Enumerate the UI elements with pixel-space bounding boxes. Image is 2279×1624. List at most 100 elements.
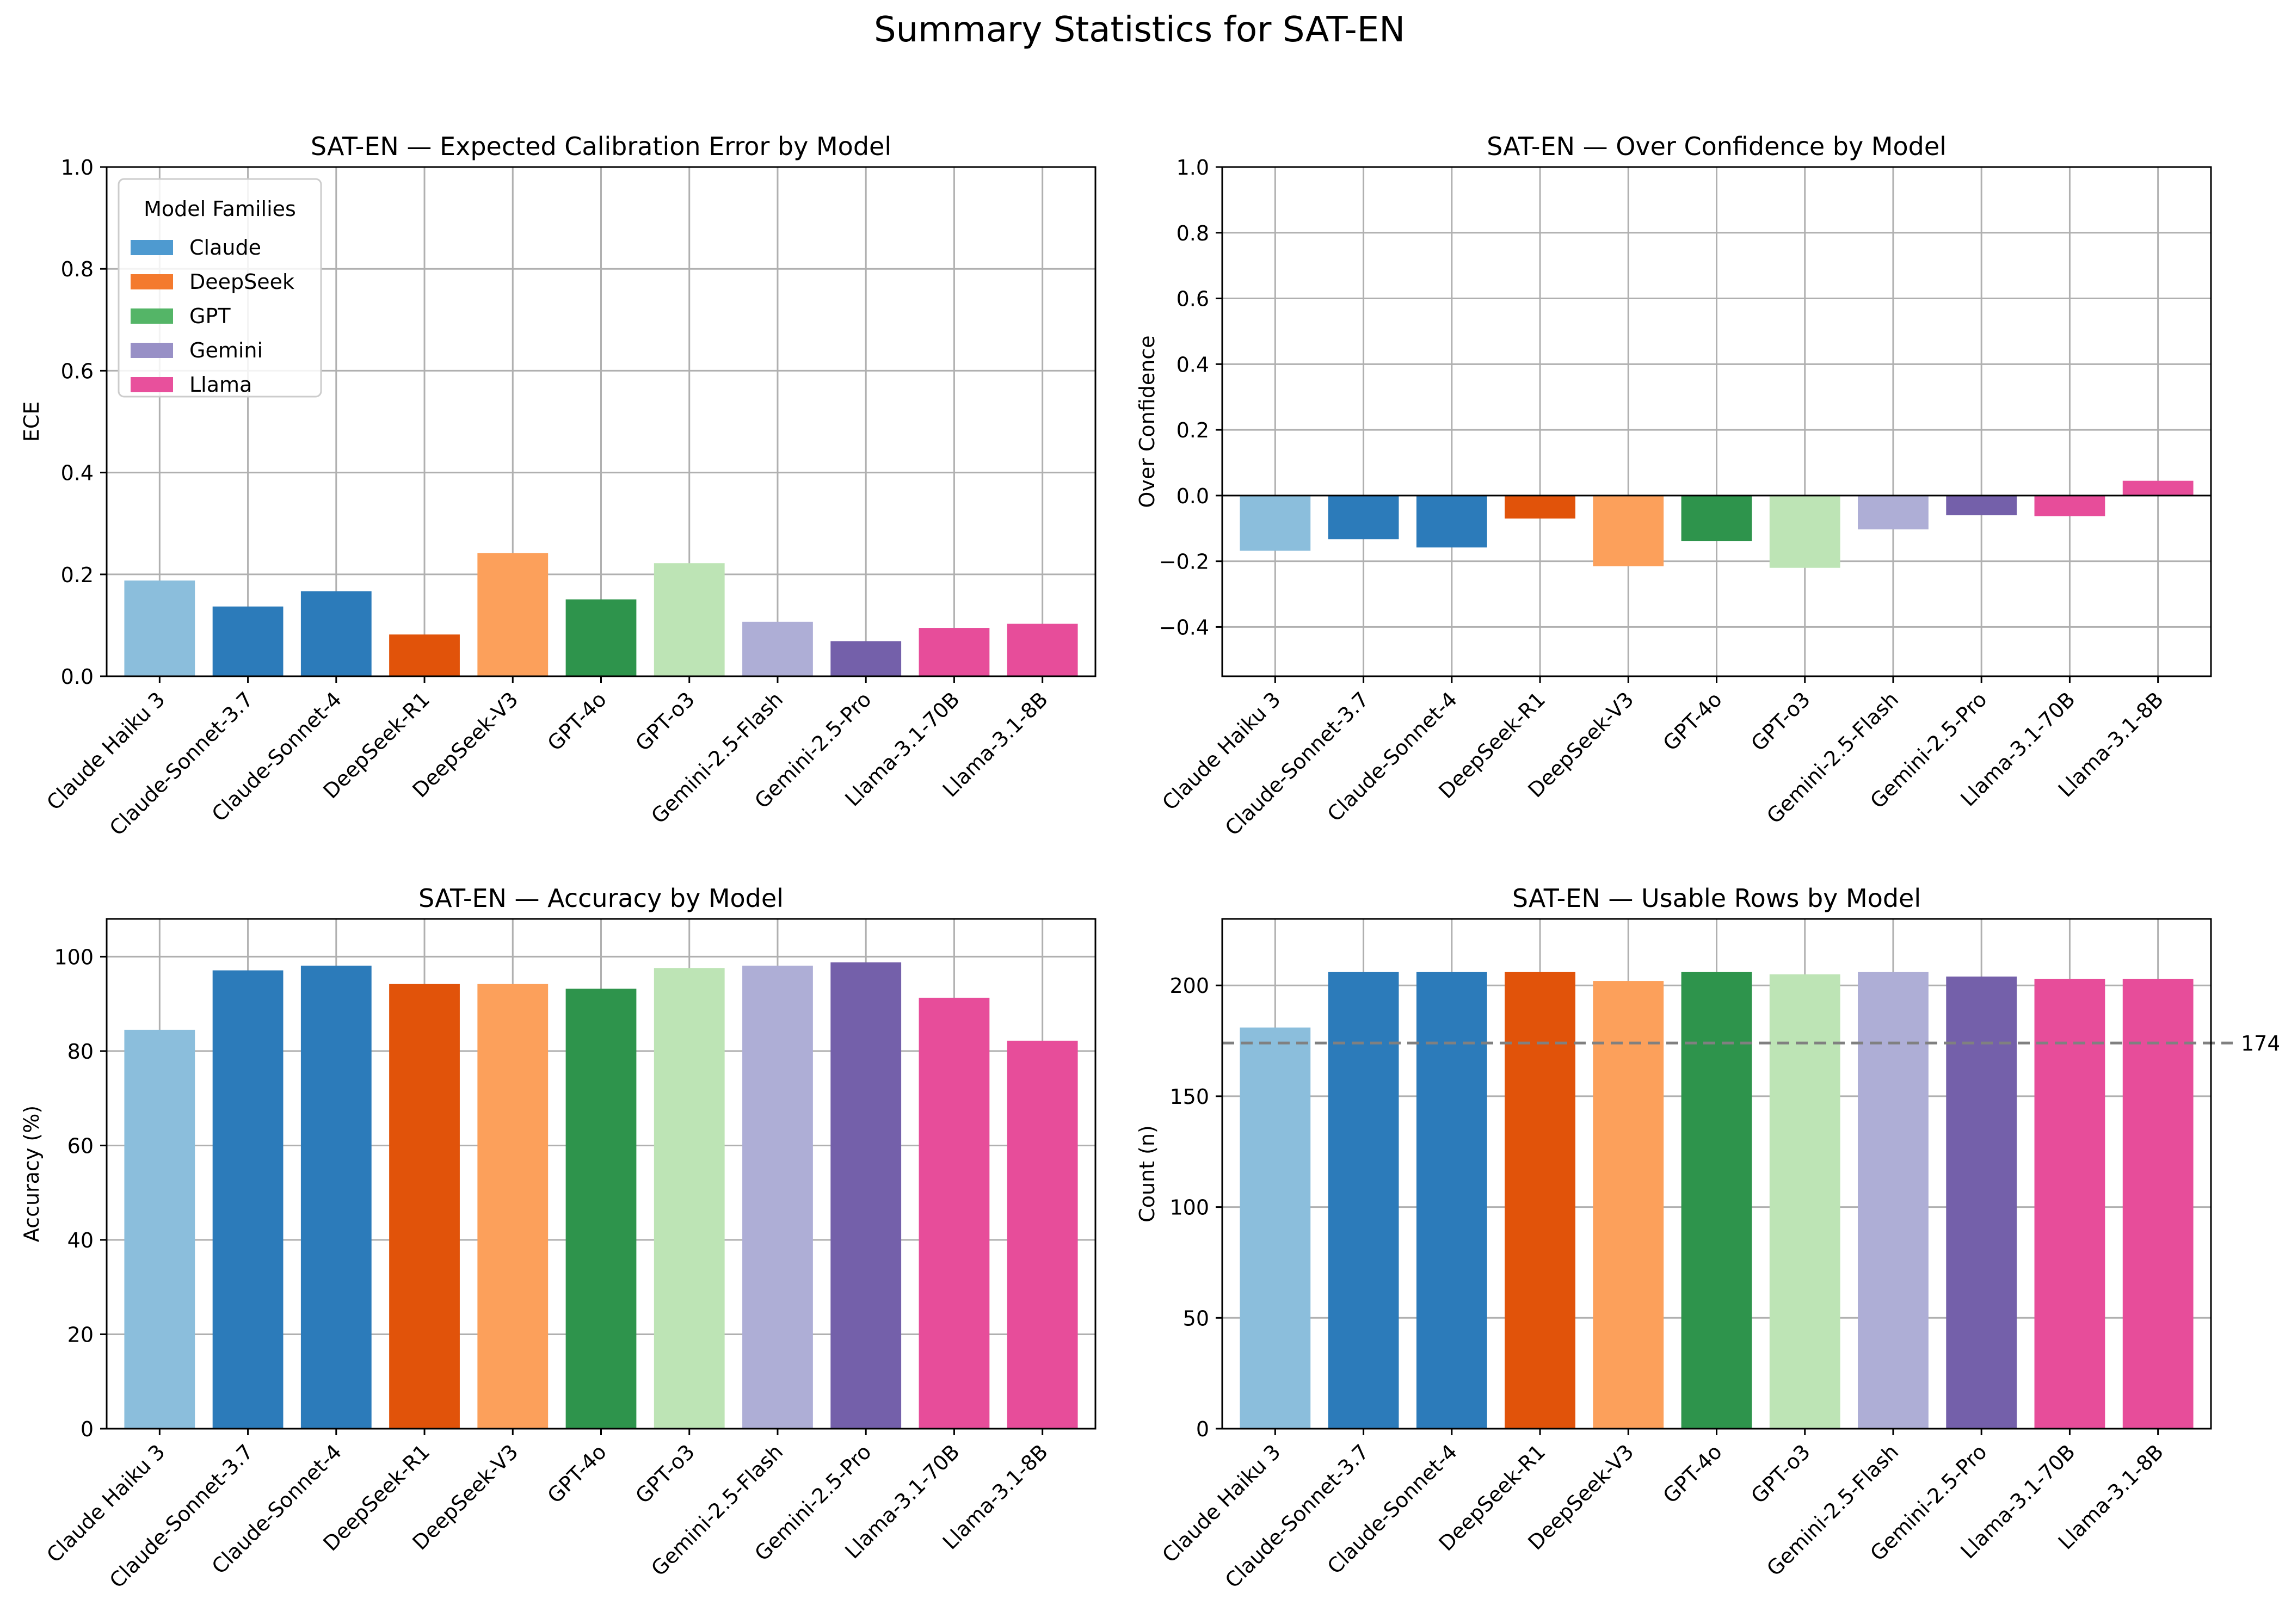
legend-swatch-claude (131, 240, 173, 255)
legend-swatch-gemini (131, 343, 173, 358)
bar-deepseek-r1 (1505, 972, 1575, 1429)
bar-claude-sonnet-3-7 (212, 970, 284, 1429)
legend-label-deepseek: DeepSeek (189, 270, 294, 294)
x-tick-label: GPT-4o (1659, 687, 1727, 755)
bar-claude-sonnet-4 (300, 591, 372, 676)
legend-label-gpt: GPT (189, 304, 231, 328)
bar-gemini-2-5-flash (1858, 495, 1929, 530)
x-tick-label: GPT-o3 (1746, 1440, 1815, 1508)
reference-line-label: 174 (2241, 1032, 2279, 1055)
x-tick-label: GPT-4o (543, 687, 611, 755)
bar-gemini-2-5-pro (1946, 976, 2017, 1429)
bar-gemini-2-5-pro (830, 962, 902, 1429)
y-tick-label: −0.2 (1159, 550, 1209, 574)
legend-label-llama: Llama (189, 373, 252, 397)
legend-swatch-llama (131, 377, 173, 392)
bar-gpt-4o (565, 989, 637, 1429)
bar-claude-haiku-3 (124, 581, 195, 676)
bar-gpt-o3 (654, 563, 725, 676)
y-tick-label: 100 (1169, 1196, 1209, 1220)
y-axis-label: ECE (20, 402, 44, 442)
y-tick-label: −0.4 (1159, 615, 1209, 639)
bar-claude-haiku-3 (1240, 1027, 1311, 1429)
legend: Model Families Claude DeepSeek GPT Gemini Lla… (118, 178, 322, 398)
y-tick-label: 80 (67, 1040, 94, 1064)
x-tick-label: Claude-Sonnet-3.7 (1221, 1440, 1373, 1592)
x-tick-label: GPT-o3 (631, 687, 699, 756)
y-tick-label: 1.0 (61, 156, 94, 180)
y-tick-label: 0 (1196, 1417, 1209, 1441)
y-axis-label: Accuracy (%) (20, 1106, 44, 1242)
bar-claude-haiku-3 (1240, 495, 1311, 551)
y-tick-label: 1.0 (1177, 156, 1209, 180)
x-tick-label: Claude-Sonnet-3.7 (1221, 687, 1373, 840)
legend-label-claude: Claude (189, 236, 261, 260)
chart-title: SAT-EN — Usable Rows by Model (1512, 884, 1921, 913)
y-tick-label: 150 (1169, 1085, 1209, 1109)
y-tick-label: 0.8 (61, 257, 94, 281)
bar-gpt-o3 (654, 968, 725, 1429)
bar-gemini-2-5-pro (830, 641, 902, 676)
y-tick-label: 0.8 (1177, 221, 1209, 245)
bar-llama-3-1-70b (2034, 495, 2105, 516)
x-tick-label: Claude-Sonnet-3.7 (105, 687, 258, 840)
x-tick-label: GPT-o3 (631, 1440, 699, 1508)
bar-llama-3-1-70b (919, 997, 990, 1429)
y-tick-label: 20 (67, 1323, 94, 1347)
legend-label-gemini: Gemini (189, 338, 263, 362)
y-tick-label: 0.2 (61, 563, 94, 587)
chart-title: SAT-EN — Accuracy by Model (418, 884, 784, 913)
legend-box (118, 178, 322, 398)
bar-gpt-4o (565, 599, 637, 676)
legend-swatch-gpt (131, 308, 173, 324)
y-tick-label: 0.6 (1177, 287, 1209, 311)
y-tick-label: 0.4 (1177, 353, 1209, 376)
y-axis-label: Over Confidence (1135, 335, 1159, 508)
bar-gemini-2-5-flash (742, 621, 813, 676)
y-tick-label: 60 (67, 1134, 94, 1158)
bar-gpt-o3 (1769, 495, 1840, 568)
bar-claude-sonnet-3-7 (212, 606, 284, 676)
y-tick-label: 50 (1183, 1306, 1209, 1330)
bar-llama-3-1-8b (1007, 623, 1078, 676)
bar-llama-3-1-8b (1007, 1040, 1078, 1429)
bar-gpt-4o (1681, 972, 1752, 1429)
bar-gemini-2-5-pro (1946, 495, 2017, 516)
bar-llama-3-1-8b (2122, 480, 2194, 496)
y-tick-label: 40 (67, 1228, 94, 1252)
x-tick-label: GPT-o3 (1746, 687, 1815, 756)
figure-title: Summary Statistics for SAT-EN (873, 10, 1406, 50)
bar-deepseek-v3 (1593, 981, 1664, 1429)
bar-claude-sonnet-4 (1416, 972, 1487, 1429)
bar-gemini-2-5-flash (1858, 972, 1929, 1429)
bar-deepseek-r1 (389, 984, 460, 1429)
x-tick-label: GPT-4o (1659, 1440, 1727, 1508)
bar-claude-haiku-3 (124, 1029, 195, 1429)
bar-llama-3-1-8b (2122, 978, 2194, 1429)
bar-deepseek-v3 (477, 553, 549, 676)
bar-gpt-o3 (1769, 974, 1840, 1429)
bar-claude-sonnet-4 (1416, 495, 1487, 548)
bar-claude-sonnet-4 (300, 965, 372, 1429)
legend-title: Model Families (144, 197, 296, 221)
bar-deepseek-r1 (389, 634, 460, 676)
y-tick-label: 0.0 (61, 665, 94, 689)
y-tick-label: 0.6 (61, 359, 94, 383)
x-tick-label: GPT-4o (543, 1440, 611, 1508)
legend-swatch-deepseek (131, 274, 173, 289)
bar-llama-3-1-70b (919, 628, 990, 676)
y-tick-label: 200 (1169, 974, 1209, 998)
y-tick-label: 0.0 (1177, 484, 1209, 508)
x-tick-label: Claude-Sonnet-3.7 (105, 1440, 258, 1592)
bar-deepseek-r1 (1505, 495, 1575, 519)
y-tick-label: 0 (81, 1417, 94, 1441)
bar-gemini-2-5-flash (742, 965, 813, 1429)
bar-llama-3-1-70b (2034, 978, 2105, 1429)
chart-title: SAT-EN — Over Confidence by Model (1487, 132, 1947, 161)
y-tick-label: 0.4 (61, 461, 94, 485)
y-axis-label: Count (n) (1135, 1125, 1159, 1222)
chart-title: SAT-EN — Expected Calibration Error by M… (311, 132, 891, 161)
